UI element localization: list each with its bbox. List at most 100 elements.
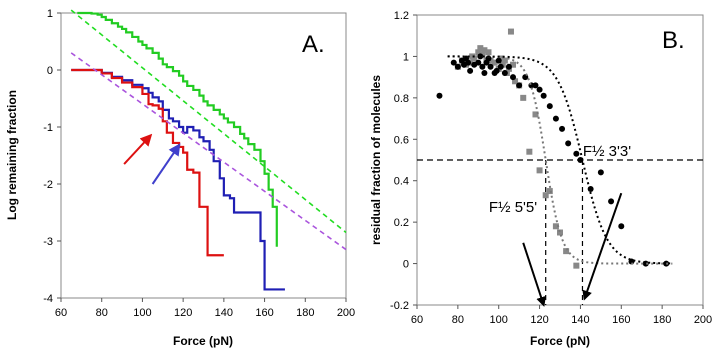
panel-b-series	[436, 28, 673, 269]
panel-b-square-point	[557, 229, 563, 236]
panel-b-circle-point	[467, 67, 474, 74]
panel-b-annotation-1: F½ 3'3'	[583, 143, 631, 160]
panel-a-xtick-label: 80	[96, 307, 108, 319]
panel-b-circle-point	[565, 140, 572, 147]
panel-a-plot-area	[60, 12, 347, 299]
panel-b-circle-point	[516, 82, 523, 89]
panel-b-square-point	[501, 57, 508, 64]
panel-b-square-point	[542, 192, 549, 199]
panel-a-xtick-label: 200	[337, 307, 355, 319]
panel-b-reference-lines	[417, 159, 703, 305]
panel-a-series	[70, 9, 347, 291]
panel-a-ytick-label: -1	[43, 122, 53, 134]
panel-a-xlabel: Force (pN)	[173, 334, 233, 348]
panel-b-ytick-label: 1.2	[394, 10, 409, 22]
panel-b-ytick-label: 0.4	[394, 176, 409, 188]
panel-b-xlabel: Force (pN)	[530, 334, 590, 348]
panel-b-square-point	[573, 262, 580, 269]
panel-a-xtick-label: 120	[174, 307, 192, 319]
panel-a-ytick-label: -3	[43, 236, 53, 248]
panel-b-square-point	[477, 45, 484, 52]
panel-a-xtick-label: 160	[255, 307, 273, 319]
panel-a-letter: A.	[302, 31, 325, 58]
panel-a-fit-line-3	[70, 9, 347, 234]
panel-b-circle-point	[485, 55, 492, 62]
panel-b-ylabel: residual fraction of molecules	[369, 75, 383, 245]
panel-a-arrow-1	[151, 143, 181, 185]
panel-a-ytick-label: -4	[43, 293, 53, 305]
panel-b-circle-point	[477, 53, 484, 60]
panel-b-circle-point	[454, 63, 461, 70]
panel-b-square-point	[475, 49, 482, 56]
panel-b-fit-curve-3	[447, 55, 673, 265]
panel-b-ytick-label: 0.8	[394, 93, 409, 105]
panel-b-square-point	[532, 111, 539, 118]
panel-b-xtick-label: 140	[571, 314, 589, 326]
panel-b-circle-point	[505, 63, 512, 70]
panel-b-square-point	[526, 148, 533, 155]
panel-b-square-point	[552, 223, 559, 230]
panel-a-step-line-2	[71, 68, 224, 257]
panel-b-circle-point	[597, 169, 604, 176]
panel-b-arrows	[522, 192, 623, 307]
panel-b-square-point	[510, 61, 517, 68]
panel-b-circle-point	[522, 74, 529, 81]
panel-b-circle-point	[475, 59, 482, 66]
panel-b-circle-point	[450, 59, 457, 66]
panel-b-annotation-0: F½ 5'5'	[489, 199, 537, 216]
panel-a-xtick-label: 180	[296, 307, 314, 319]
panel-b-xtick-label: 100	[490, 314, 508, 326]
panel-b-annotations: F½ 5'5' F½ 3'3'	[489, 143, 631, 216]
panel-b-circle-point	[536, 86, 543, 93]
panel-a-fit-line-4	[70, 52, 347, 251]
panel-b-circle-point	[436, 92, 443, 99]
panel-a: 60 80 100 120 140 160 180 200 1 0 -1 -2 -3 -4 A. Forc…	[5, 8, 355, 348]
panel-b-arrow-0	[522, 242, 546, 307]
panel-a-step-line-1	[71, 68, 285, 291]
panel-b-circle-point	[495, 57, 502, 64]
panel-b-ytick-label: -0.2	[390, 300, 409, 312]
panel-b-square-point	[485, 49, 492, 56]
panel-b-square-point	[512, 78, 519, 85]
panel-b-xtick-label: 160	[612, 314, 630, 326]
panel-b-circle-point	[608, 198, 615, 205]
panel-b-xtick-label: 200	[694, 314, 712, 326]
panel-a-ylabel: Log remaining fraction	[5, 90, 19, 220]
panel-b-circle-point	[465, 59, 472, 66]
panel-a-ytick-label: 1	[47, 8, 53, 20]
panel-a-arrows	[123, 133, 181, 185]
panel-b-square-point	[491, 59, 498, 66]
panel-b-square-point	[563, 248, 570, 255]
panel-b-letter: B.	[662, 27, 685, 54]
panel-b-square-point	[481, 47, 488, 54]
panel-b-circle-point	[501, 70, 508, 76]
panel-b-circle-point	[552, 115, 559, 122]
panel-b-circle-point	[618, 223, 625, 230]
panel-b-ticks: 60 80 100 120 140 160 180 200 1.2 1 0.8 0.6 0.4 0.2 0 -…	[390, 10, 712, 326]
panel-b-circle-point	[493, 67, 500, 74]
panel-b-arrow-1	[582, 192, 623, 301]
panel-b-xtick-label: 60	[411, 314, 423, 326]
panel-b-square-point	[471, 55, 478, 62]
panel-a-ytick-label: -2	[43, 179, 53, 191]
panel-b: 60 80 100 120 140 160 180 200 1.2 1 0.8 0.6 0.4 0.2 0 -…	[369, 10, 712, 348]
panel-b-xtick-label: 180	[653, 314, 671, 326]
panel-b-circle-point	[510, 74, 517, 81]
panel-b-circle-point	[481, 70, 488, 76]
panel-a-ytick-label: 0	[47, 65, 53, 77]
panel-a-xtick-label: 60	[55, 307, 67, 319]
panel-b-circle-point	[487, 63, 494, 70]
panel-a-step-line-0	[77, 11, 278, 247]
panel-a-xtick-label: 100	[133, 307, 151, 319]
panel-b-circle-point	[559, 125, 566, 132]
panel-b-xtick-label: 120	[530, 314, 548, 326]
panel-b-ytick-label: 0	[403, 259, 409, 271]
panel-b-circle-point	[532, 82, 539, 89]
panel-b-circle-point	[573, 150, 580, 157]
panel-b-ytick-label: 0.2	[394, 217, 409, 229]
panel-b-ytick-label: 0.6	[394, 134, 409, 146]
panel-b-square-point	[536, 167, 543, 174]
panel-a-ticks: 60 80 100 120 140 160 180 200 1 0 -1 -2 -3 -4	[43, 8, 355, 319]
panel-b-square-point	[520, 94, 527, 101]
